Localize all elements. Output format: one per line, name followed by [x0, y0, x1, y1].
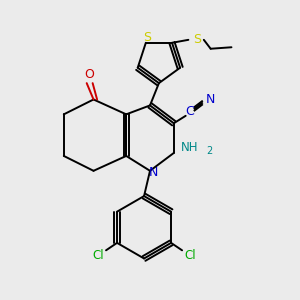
Text: S: S — [193, 33, 201, 46]
Text: Cl: Cl — [92, 249, 104, 262]
Text: N: N — [206, 93, 215, 106]
Text: 2: 2 — [206, 146, 213, 157]
Text: Cl: Cl — [184, 249, 196, 262]
Text: N: N — [149, 166, 158, 179]
Text: C: C — [186, 105, 194, 118]
Text: NH: NH — [182, 140, 199, 154]
Text: S: S — [143, 31, 151, 44]
Text: O: O — [85, 68, 94, 81]
